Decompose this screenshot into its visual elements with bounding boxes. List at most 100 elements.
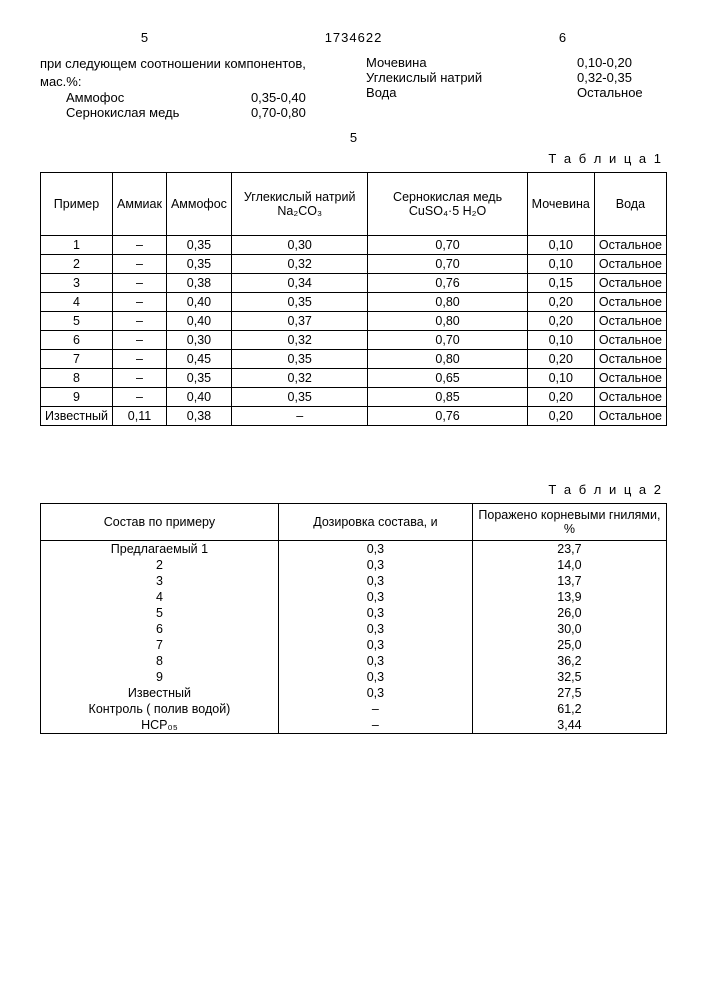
table-cell: 0,34 xyxy=(231,274,368,293)
table-cell: Остальное xyxy=(594,388,666,407)
ingredient-value: 0,32-0,35 xyxy=(577,70,667,85)
table-cell: 0,70 xyxy=(368,331,527,350)
table-cell: 0,35 xyxy=(166,236,231,255)
table-cell: Остальное xyxy=(594,274,666,293)
table-cell: – xyxy=(113,255,167,274)
table1-col-2: Аммофос xyxy=(166,173,231,236)
table-cell: 0,70 xyxy=(368,236,527,255)
table1-col-5: Мочевина xyxy=(527,173,594,236)
table-cell: 0,3 xyxy=(278,557,472,573)
table-cell: 32,5 xyxy=(472,669,666,685)
table-cell: 0,40 xyxy=(166,312,231,331)
table-cell: 9 xyxy=(41,669,279,685)
table-cell: 0,3 xyxy=(278,589,472,605)
table-row: 30,313,7 xyxy=(41,573,667,589)
table-cell: 0,10 xyxy=(527,255,594,274)
table-cell: – xyxy=(113,331,167,350)
table-cell: 14,0 xyxy=(472,557,666,573)
table-cell: Остальное xyxy=(594,407,666,426)
ingredient-value: 0,10-0,20 xyxy=(577,55,667,70)
intro-text: при следующем соотношении компонентов, м… xyxy=(40,55,341,90)
table-row: 8–0,350,320,650,10Остальное xyxy=(41,369,667,388)
table-row: 1–0,350,300,700,10Остальное xyxy=(41,236,667,255)
table-cell: Остальное xyxy=(594,350,666,369)
table-cell: 0,37 xyxy=(231,312,368,331)
table-cell: Контроль ( полив водой) xyxy=(41,701,279,717)
table-cell: – xyxy=(278,717,472,734)
table-cell: – xyxy=(113,369,167,388)
ingredient-name: Вода xyxy=(366,85,577,100)
table-cell: 0,80 xyxy=(368,312,527,331)
table-row: 9–0,400,350,850,20Остальное xyxy=(41,388,667,407)
table-cell: 0,15 xyxy=(527,274,594,293)
table-cell: Остальное xyxy=(594,331,666,350)
table1-col-1: Аммиак xyxy=(113,173,167,236)
table-cell: – xyxy=(113,312,167,331)
table-cell: 7 xyxy=(41,350,113,369)
table-row: Известный0,327,5 xyxy=(41,685,667,701)
ingredient-row: Вода Остальное xyxy=(366,85,667,100)
table-cell: 6 xyxy=(41,621,279,637)
table-row: Контроль ( полив водой)–61,2 xyxy=(41,701,667,717)
table-cell: Остальное xyxy=(594,293,666,312)
table-cell: 30,0 xyxy=(472,621,666,637)
table-cell: НСР₀₅ xyxy=(41,717,279,734)
intro-line1: при следующем соотношении компонентов, xyxy=(40,56,306,71)
table-row: 60,330,0 xyxy=(41,621,667,637)
ingredient-value: 0,35-0,40 xyxy=(251,90,341,105)
table-cell: 0,38 xyxy=(166,407,231,426)
table-cell: Остальное xyxy=(594,236,666,255)
table-cell: – xyxy=(113,293,167,312)
table-row: 80,336,2 xyxy=(41,653,667,669)
table2-col-0: Состав по примеру xyxy=(41,504,279,541)
table-cell: 0,3 xyxy=(278,605,472,621)
table1: Пример Аммиак Аммофос Углекислый натрий … xyxy=(40,172,667,426)
table-cell: 0,3 xyxy=(278,573,472,589)
table-cell: 0,76 xyxy=(368,407,527,426)
table-cell: 8 xyxy=(41,369,113,388)
table-cell: 0,40 xyxy=(166,388,231,407)
ingredient-name: Сернокислая медь xyxy=(40,105,251,120)
table-cell: 2 xyxy=(41,557,279,573)
ingredient-row: Сернокислая медь 0,70-0,80 xyxy=(40,105,341,120)
table-cell: Известный xyxy=(41,407,113,426)
table-cell: Известный xyxy=(41,685,279,701)
table-cell: 7 xyxy=(41,637,279,653)
ingredient-value: 0,70-0,80 xyxy=(251,105,341,120)
table-cell: 0,40 xyxy=(166,293,231,312)
table-cell: Остальное xyxy=(594,312,666,331)
table-cell: 1 xyxy=(41,236,113,255)
table-cell: – xyxy=(278,701,472,717)
page-header: 5 1734622 6 xyxy=(40,30,667,51)
table1-col-6: Вода xyxy=(594,173,666,236)
table-cell: 0,30 xyxy=(166,331,231,350)
table-cell: 4 xyxy=(41,589,279,605)
table-cell: 61,2 xyxy=(472,701,666,717)
table-cell: 2 xyxy=(41,255,113,274)
table-cell: 0,85 xyxy=(368,388,527,407)
table-cell: 0,32 xyxy=(231,255,368,274)
table-cell: 6 xyxy=(41,331,113,350)
table-cell: 0,20 xyxy=(527,407,594,426)
table-row: Предлагаемый 10,323,7 xyxy=(41,541,667,558)
table-cell: 4 xyxy=(41,293,113,312)
table-cell: 0,32 xyxy=(231,369,368,388)
right-page-num: 6 xyxy=(458,30,667,45)
table-cell: 0,30 xyxy=(231,236,368,255)
ingredient-name: Мочевина xyxy=(366,55,577,70)
table-cell: 0,20 xyxy=(527,293,594,312)
table-cell: 3 xyxy=(41,573,279,589)
table-cell: 0,3 xyxy=(278,541,472,558)
table-cell: 0,3 xyxy=(278,669,472,685)
table-cell: 0,3 xyxy=(278,653,472,669)
table-cell: 25,0 xyxy=(472,637,666,653)
mid-number: 5 xyxy=(40,130,667,145)
table-cell: Остальное xyxy=(594,255,666,274)
table-cell: 5 xyxy=(41,312,113,331)
ingredient-name: Углекислый натрий xyxy=(366,70,577,85)
table-cell: 36,2 xyxy=(472,653,666,669)
table-row: 50,326,0 xyxy=(41,605,667,621)
ingredient-row: Аммофос 0,35-0,40 xyxy=(40,90,341,105)
table-cell: – xyxy=(231,407,368,426)
table-cell: Остальное xyxy=(594,369,666,388)
